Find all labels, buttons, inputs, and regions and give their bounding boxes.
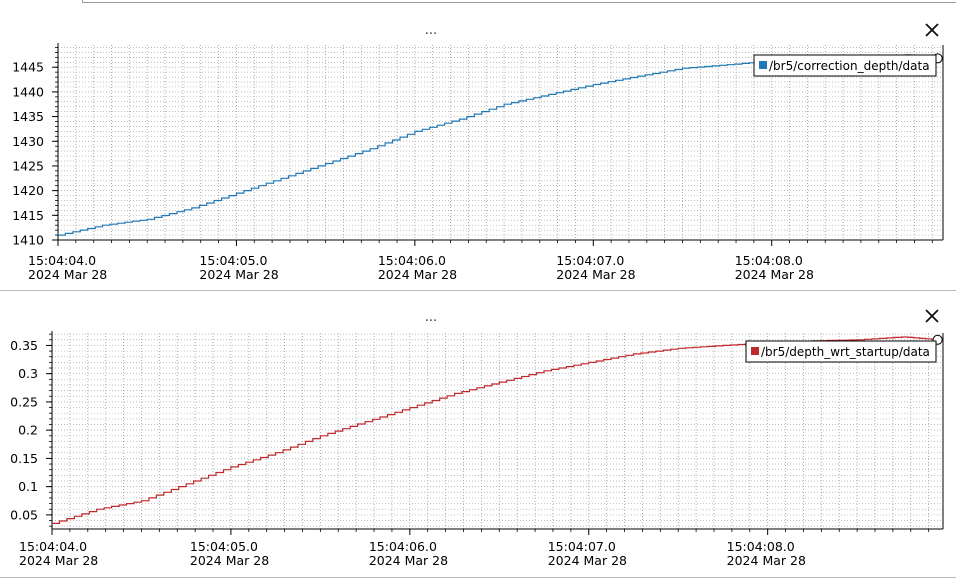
x-tick-date-label: 2024 Mar 28 [369, 553, 448, 568]
y-tick-label: 1435 [12, 109, 44, 124]
x-tick-time-label: 15:04:06.0 [378, 253, 446, 268]
legend-swatch [751, 347, 759, 355]
x-tick-time-label: 15:04:08.0 [735, 253, 803, 268]
legend-label: /br5/depth_wrt_startup/data [761, 345, 930, 359]
close-icon-stroke [925, 309, 939, 323]
y-tick-label: 1445 [12, 60, 44, 75]
x-tick-date-label: 2024 Mar 28 [19, 553, 98, 568]
close-icon-stroke [925, 23, 939, 37]
y-tick-label: 0.05 [10, 507, 38, 522]
plot-depth-wrt-startup[interactable]: ...0.050.10.150.20.250.30.3515:04:04.020… [0, 291, 956, 578]
bottom-border [0, 577, 956, 578]
y-tick-label: 1430 [12, 134, 44, 149]
x-tick-date-label: 2024 Mar 28 [190, 553, 269, 568]
x-tick-time-label: 15:04:05.0 [190, 539, 258, 554]
plot-menu-button[interactable]: ... [425, 23, 437, 38]
x-tick-time-label: 15:04:05.0 [199, 253, 267, 268]
x-tick-time-label: 15:04:04.0 [28, 253, 96, 268]
x-tick-time-label: 15:04:06.0 [369, 539, 437, 554]
close-icon[interactable] [925, 309, 939, 323]
legend-box [745, 340, 937, 363]
legend-swatch [759, 61, 767, 69]
legend: /br5/correction_depth/data [753, 54, 937, 77]
y-tick-label: 1410 [12, 233, 44, 248]
y-tick-label: 1425 [12, 158, 44, 173]
y-tick-label: 0.15 [10, 451, 38, 466]
panel-divider [0, 290, 956, 291]
y-tick-label: 0.3 [18, 366, 38, 381]
x-tick-date-label: 2024 Mar 28 [556, 267, 635, 282]
y-tick-label: 1440 [12, 84, 44, 99]
x-tick-date-label: 2024 Mar 28 [735, 267, 814, 282]
x-tick-date-label: 2024 Mar 28 [28, 267, 107, 282]
legend: /br5/depth_wrt_startup/data [745, 340, 937, 363]
x-tick-time-label: 15:04:07.0 [548, 539, 616, 554]
legend-label: /br5/correction_depth/data [769, 59, 930, 73]
y-tick-label: 1420 [12, 183, 44, 198]
plot-correction-depth[interactable]: ... 1410 1415 1420 1425 1430 1435 1440 1445 15:04… [0, 0, 956, 290]
x-tick-date-label: 2024 Mar 28 [727, 553, 806, 568]
y-tick-label: 0.1 [18, 479, 38, 494]
plot-menu-button[interactable]: ... [425, 310, 437, 325]
x-tick-date-label: 2024 Mar 28 [378, 267, 457, 282]
y-tick-label: 1415 [12, 208, 44, 223]
x-tick-date-label: 2024 Mar 28 [199, 267, 278, 282]
top-toolbar-edge [82, 0, 956, 3]
x-tick-date-label: 2024 Mar 28 [548, 553, 627, 568]
x-tick-time-label: 15:04:08.0 [727, 539, 795, 554]
close-icon[interactable] [925, 23, 939, 37]
legend-box [753, 54, 937, 77]
x-tick-time-label: 15:04:04.0 [19, 539, 87, 554]
y-tick-label: 0.25 [10, 394, 38, 409]
y-tick-label: 0.2 [18, 423, 38, 438]
y-tick-label: 0.35 [10, 338, 38, 353]
x-tick-time-label: 15:04:07.0 [556, 253, 624, 268]
